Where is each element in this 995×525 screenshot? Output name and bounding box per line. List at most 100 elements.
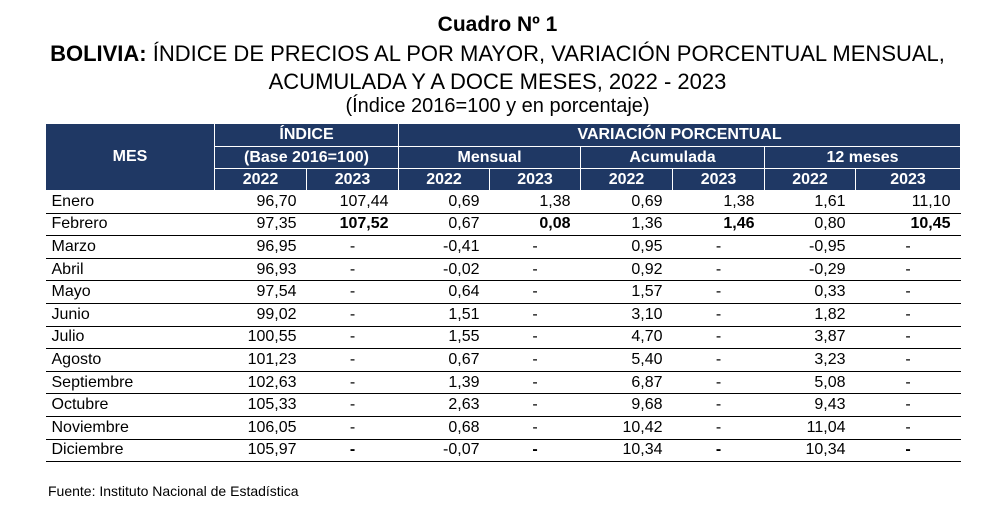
month-cell: Enero: [45, 190, 215, 214]
value-cell: 0,33: [764, 280, 856, 304]
table-row: Marzo 96,95- -0,41-0,95- -0,95-: [45, 235, 961, 259]
value-cell: -: [489, 258, 581, 282]
value-cell: 11,04: [764, 416, 856, 440]
value-cell: -: [672, 439, 765, 463]
subtitle-text: ÍNDICE DE PRECIOS AL POR MAYOR, VARIACIÓ…: [146, 41, 945, 66]
value-cell: -: [855, 348, 961, 372]
value-cell: 10,34: [764, 439, 856, 463]
month-cell: Octubre: [45, 393, 215, 417]
value-cell: 100,55: [214, 326, 307, 350]
header-year: 2023: [489, 168, 582, 191]
header-year: 2022: [580, 168, 674, 191]
table-body: Enero 96,70 107,44 0,69 1,38 0,69 1,38 1,61 11,1…: [45, 190, 961, 463]
value-cell: 107,52: [306, 213, 399, 237]
value-cell: 0,69: [580, 190, 673, 214]
value-cell: -: [672, 235, 765, 259]
value-cell: 1,36: [580, 213, 673, 237]
value-cell: -: [306, 371, 399, 395]
value-cell: 3,10: [580, 303, 673, 327]
value-cell: 1,57: [580, 280, 673, 304]
value-cell: 105,33: [214, 393, 307, 417]
value-cell: -: [672, 393, 765, 417]
value-cell: 97,35: [214, 213, 307, 237]
month-cell: Julio: [45, 326, 215, 350]
value-cell: -: [489, 280, 581, 304]
value-cell: 0,08: [489, 213, 581, 237]
value-cell: -: [306, 280, 399, 304]
value-cell: -: [855, 326, 961, 350]
value-cell: -: [855, 416, 961, 440]
value-cell: 10,42: [580, 416, 673, 440]
value-cell: -: [672, 280, 765, 304]
value-cell: 1,51: [398, 303, 490, 327]
value-cell: -0,41: [398, 235, 490, 259]
subtitle-country: BOLIVIA:: [50, 41, 147, 66]
table-title: Cuadro Nº 1: [437, 13, 558, 36]
value-cell: -: [306, 393, 399, 417]
header-indice: ÍNDICE: [213, 123, 400, 147]
source-note: Fuente: Instituto Nacional de Estadístic…: [48, 483, 299, 499]
value-cell: 0,67: [398, 213, 490, 237]
value-cell: 1,61: [764, 190, 856, 214]
value-cell: 3,23: [764, 348, 856, 372]
month-cell: Noviembre: [45, 416, 215, 440]
table-row: Septiembre 102,63-1,39-6,87-5,08-: [45, 371, 961, 395]
month-cell: Marzo: [45, 235, 215, 259]
month-cell: Mayo: [45, 280, 215, 304]
table-row: Febrero 97,35 107,52 0,67 0,08 1,36 1,46 0,80 10…: [45, 213, 961, 237]
table-subtitle: BOLIVIA: ÍNDICE DE PRECIOS AL POR MAYOR,…: [0, 41, 995, 67]
value-cell: 2,63: [398, 393, 490, 417]
value-cell: 1,46: [672, 213, 765, 237]
header-year: 2023: [672, 168, 766, 191]
value-cell: -: [489, 439, 581, 463]
value-cell: 0,92: [580, 258, 673, 282]
value-cell: -: [489, 371, 581, 395]
value-cell: -: [489, 303, 581, 327]
value-cell: -0,95: [764, 235, 856, 259]
header-year: 2022: [214, 168, 307, 191]
value-cell: -: [306, 348, 399, 372]
value-cell: 0,67: [398, 348, 490, 372]
value-cell: 1,38: [672, 190, 765, 214]
value-cell: -: [306, 416, 399, 440]
value-cell: 3,87: [764, 326, 856, 350]
value-cell: -: [672, 326, 765, 350]
value-cell: -: [855, 303, 961, 327]
value-cell: -: [855, 280, 961, 304]
value-cell: 105,97: [214, 439, 307, 463]
value-cell: 0,68: [398, 416, 490, 440]
table-units: (Índice 2016=100 y en porcentaje): [345, 95, 650, 117]
value-cell: -: [672, 416, 765, 440]
table-row: Agosto 101,23-0,67-5,40-3,23-: [45, 348, 961, 372]
value-cell: -: [855, 235, 961, 259]
value-cell: -0,29: [764, 258, 856, 282]
value-cell: -: [855, 439, 961, 463]
value-cell: 96,70: [214, 190, 307, 214]
table-row: Enero 96,70 107,44 0,69 1,38 0,69 1,38 1,61 11,1…: [45, 190, 961, 214]
value-cell: 9,68: [580, 393, 673, 417]
value-cell: -0,02: [398, 258, 490, 282]
table-row: Diciembre 105,97- -0,07-10,34-10,34-: [45, 439, 961, 463]
value-cell: -: [306, 258, 399, 282]
value-cell: 9,43: [764, 393, 856, 417]
value-cell: 102,63: [214, 371, 307, 395]
value-cell: 96,95: [214, 235, 307, 259]
value-cell: 0,69: [398, 190, 490, 214]
value-cell: 10,45: [855, 213, 961, 237]
value-cell: 0,64: [398, 280, 490, 304]
value-cell: -0,07: [398, 439, 490, 463]
table-row: Julio 100,55-1,55-4,70-3,87-: [45, 326, 961, 350]
header-variacion: VARIACIÓN PORCENTUAL: [398, 123, 962, 147]
value-cell: 107,44: [306, 190, 399, 214]
header-year: 2023: [855, 168, 962, 191]
header-acumulada: Acumulada: [580, 146, 766, 169]
value-cell: -: [672, 348, 765, 372]
header-mensual: Mensual: [398, 146, 582, 169]
header-year: 2023: [305, 168, 400, 191]
value-cell: 5,08: [764, 371, 856, 395]
value-cell: 5,40: [580, 348, 673, 372]
header-indice-base: (Base 2016=100): [213, 146, 400, 169]
value-cell: 1,38: [489, 190, 581, 214]
value-cell: -: [489, 348, 581, 372]
header-doce-meses: 12 meses: [764, 146, 962, 169]
